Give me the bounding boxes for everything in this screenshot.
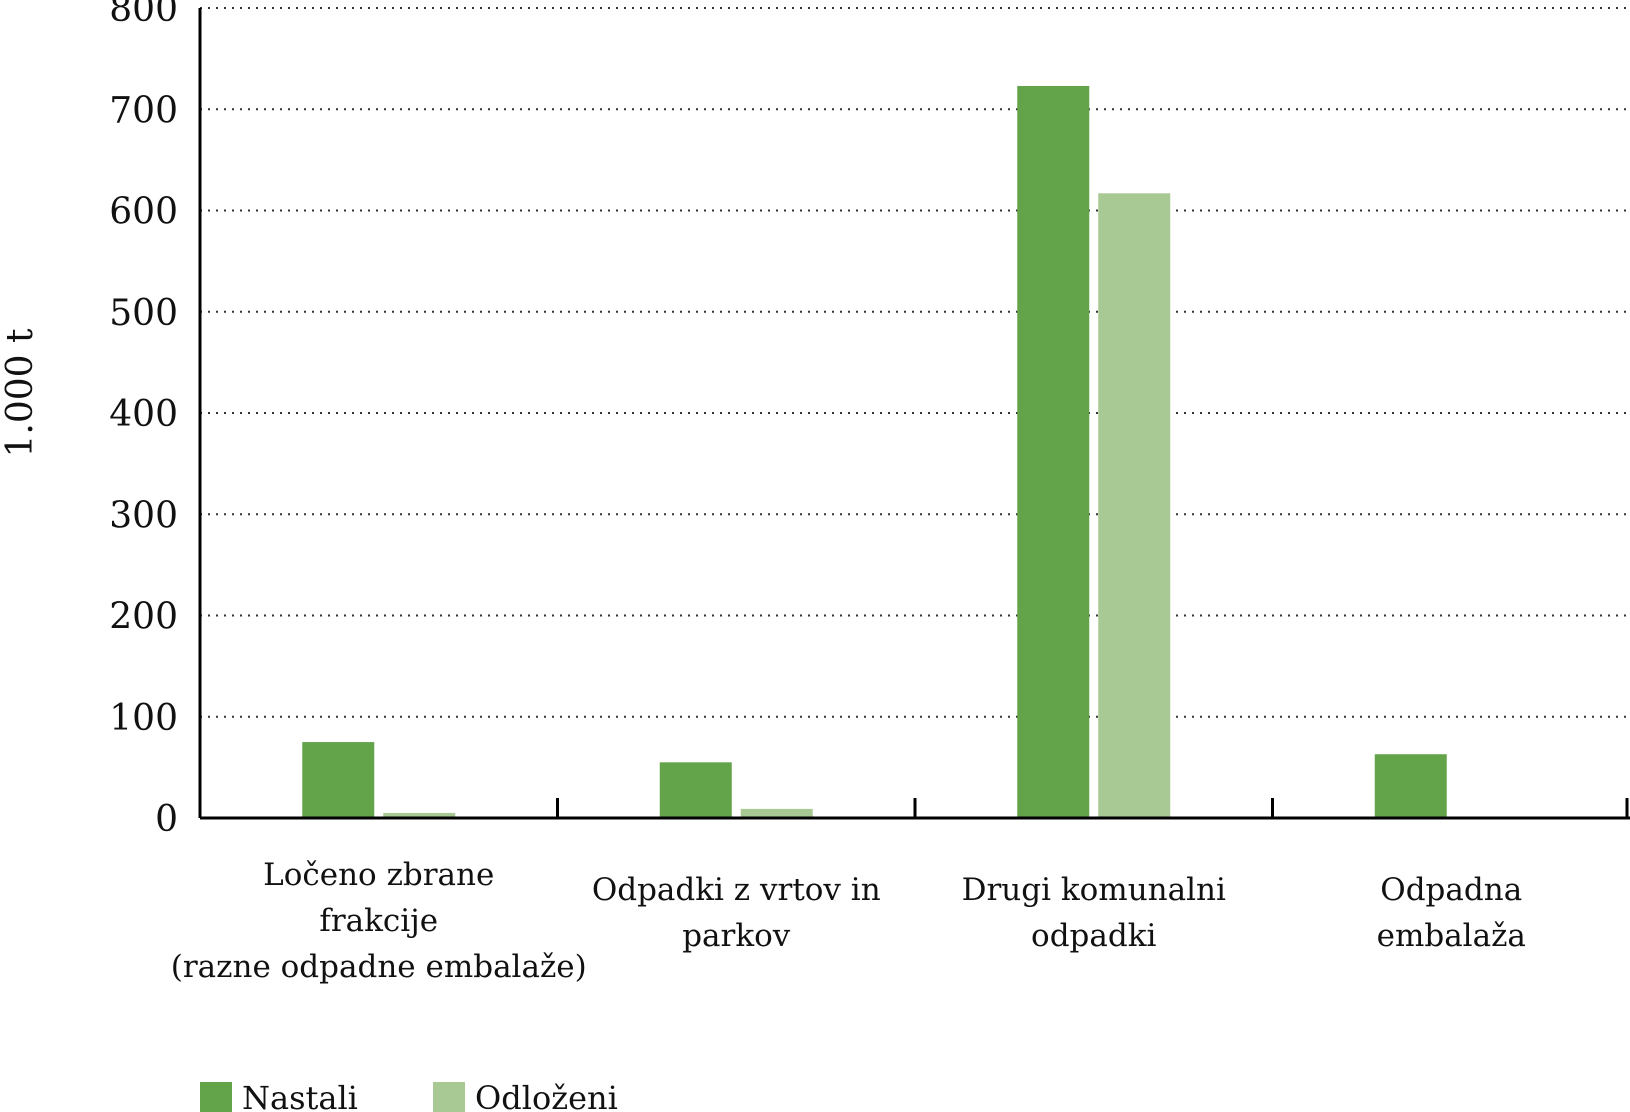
bar-odloženi: [740, 808, 813, 818]
category-label: parkov: [682, 918, 791, 954]
bar-nastali: [302, 742, 375, 818]
y-tick-label: 600: [109, 192, 178, 233]
y-tick-label: 0: [155, 799, 178, 840]
category-label: Odpadna: [1380, 872, 1522, 908]
category-labels: Ločeno zbrane frakcije (razne odpadne emba…: [171, 857, 1526, 985]
category-label: frakcije: [319, 903, 438, 939]
legend-swatch-nastali: [200, 1082, 232, 1112]
category-label: odpadki: [1031, 918, 1156, 954]
y-tick-label: 100: [109, 698, 178, 739]
legend-label-nastali: Nastali: [242, 1079, 358, 1112]
y-tick-label: 500: [109, 293, 178, 334]
category-label: (razne odpadne embalaže): [171, 949, 587, 985]
legend-swatch-odloženi: [433, 1082, 465, 1112]
axes: [198, 8, 1630, 820]
gridlines: [200, 7, 1630, 718]
y-tick-label: 800: [109, 0, 178, 30]
bars: [302, 85, 1447, 819]
y-tick-labels: 0 100 200 300 400 500 600 700 800: [109, 0, 178, 840]
bar-odloženi: [383, 812, 456, 818]
y-tick-label: 200: [109, 597, 178, 638]
category-label: embalaža: [1377, 918, 1526, 954]
y-axis-title: 1.000 t: [0, 328, 41, 458]
y-tick-label: 700: [109, 90, 178, 131]
category-label: Odpadki z vrtov in: [592, 872, 881, 908]
bar-nastali: [1374, 754, 1447, 818]
bar-nastali: [1017, 85, 1090, 818]
category-label: Drugi komunalni: [962, 872, 1226, 908]
y-tick-label: 300: [109, 495, 178, 536]
legend-label-odloženi: Odloženi: [475, 1079, 618, 1112]
category-label: Ločeno zbrane: [263, 857, 494, 893]
legend: Nastali Odloženi: [200, 1079, 618, 1112]
y-tick-label: 400: [109, 394, 178, 435]
bar-odloženi: [1098, 193, 1171, 819]
bar-nastali: [659, 762, 732, 818]
